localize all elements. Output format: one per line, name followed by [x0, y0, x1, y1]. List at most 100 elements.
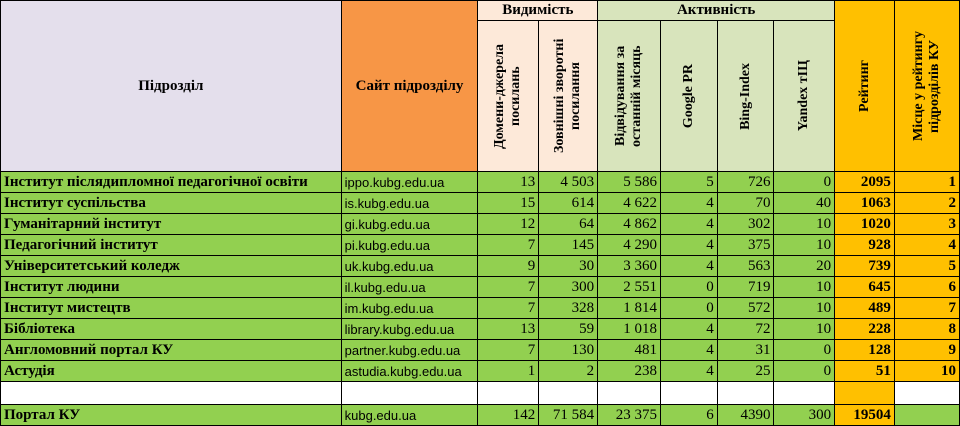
row-bing: 72 — [716, 318, 775, 340]
total-rating: 19504 — [834, 404, 895, 426]
total-backlinks: 71 584 — [538, 404, 599, 426]
total-place — [893, 404, 960, 426]
row-place: 5 — [893, 255, 960, 277]
row-visits: 481 — [597, 339, 661, 361]
row-yandex: 40 — [773, 192, 836, 214]
total-visits: 23 375 — [597, 404, 661, 426]
row-google-pr: 4 — [660, 255, 718, 277]
row-site: im.kubg.edu.ua — [340, 297, 479, 319]
row-backlinks: 614 — [538, 192, 599, 214]
row-place: 3 — [893, 213, 960, 235]
row-site: il.kubg.edu.ua — [340, 276, 479, 298]
table-row: Інститут суспільства is.kubg.edu.ua 15 614 4… — [0, 192, 960, 214]
row-place: 1 — [893, 171, 960, 193]
row-yandex: 0 — [773, 171, 836, 193]
table-row: Інститут людини il.kubg.edu.ua 7 300 2 551 0 7… — [0, 276, 960, 298]
total-bing: 4390 — [716, 404, 775, 426]
table-row: Бібліотека library.kubg.edu.ua 13 59 1 018 4 7… — [0, 318, 960, 340]
row-google-pr: 4 — [660, 234, 718, 256]
row-domains: 9 — [477, 255, 540, 277]
table-row: Педагогічний інститут pi.kubg.edu.ua 7 145 4… — [0, 234, 960, 256]
row-place: 6 — [893, 276, 960, 298]
row-rating: 928 — [834, 234, 895, 256]
row-rating: 489 — [834, 297, 895, 319]
row-place: 8 — [893, 318, 960, 340]
table-row: Інститут мистецтв im.kubg.edu.ua 7 328 1 814… — [0, 297, 960, 319]
row-google-pr: 4 — [660, 339, 718, 361]
row-site: astudia.kubg.edu.ua — [340, 360, 479, 382]
row-domains: 12 — [477, 213, 540, 235]
row-bing: 726 — [716, 171, 775, 193]
header-google-pr: Google PR — [660, 20, 718, 172]
row-name: Бібліотека — [0, 318, 342, 340]
row-site: library.kubg.edu.ua — [340, 318, 479, 340]
row-bing: 563 — [716, 255, 775, 277]
row-google-pr: 0 — [660, 276, 718, 298]
header-yandex-tic: Yandex тІЦ — [773, 20, 836, 172]
row-visits: 1 018 — [597, 318, 661, 340]
row-name: Астудія — [0, 360, 342, 382]
row-bing: 25 — [716, 360, 775, 382]
row-place: 7 — [893, 297, 960, 319]
row-bing: 375 — [716, 234, 775, 256]
row-domains: 13 — [477, 318, 540, 340]
row-backlinks: 328 — [538, 297, 599, 319]
header-bing-index: Bing-Index — [716, 20, 775, 172]
row-visits: 4 290 — [597, 234, 661, 256]
row-backlinks: 4 503 — [538, 171, 599, 193]
row-domains: 7 — [477, 339, 540, 361]
row-backlinks: 300 — [538, 276, 599, 298]
header-site: Сайт підрозділу — [340, 0, 479, 172]
row-backlinks: 64 — [538, 213, 599, 235]
row-rating: 645 — [834, 276, 895, 298]
row-yandex: 10 — [773, 234, 836, 256]
row-site: pi.kubg.edu.ua — [340, 234, 479, 256]
row-google-pr: 4 — [660, 360, 718, 382]
total-row: Портал КУ kubg.edu.ua 142 71 584 23 375 … — [0, 404, 960, 426]
row-place: 2 — [893, 192, 960, 214]
row-google-pr: 0 — [660, 297, 718, 319]
row-name: Гуманітарний інститут — [0, 213, 342, 235]
row-yandex: 10 — [773, 318, 836, 340]
row-domains: 1 — [477, 360, 540, 382]
row-place: 4 — [893, 234, 960, 256]
row-visits: 5 586 — [597, 171, 661, 193]
row-name: Інститут мистецтв — [0, 297, 342, 319]
table-row: Гуманітарний інститут gi.kubg.edu.ua 12 64 4… — [0, 213, 960, 235]
row-yandex: 0 — [773, 360, 836, 382]
row-visits: 4 862 — [597, 213, 661, 235]
row-backlinks: 2 — [538, 360, 599, 382]
header-place: Місце у рейтингу підрозділів КУ — [893, 0, 960, 172]
row-domains: 15 — [477, 192, 540, 214]
row-rating: 1063 — [834, 192, 895, 214]
row-site: partner.kubg.edu.ua — [340, 339, 479, 361]
row-yandex: 10 — [773, 297, 836, 319]
row-google-pr: 5 — [660, 171, 718, 193]
row-visits: 1 814 — [597, 297, 661, 319]
row-yandex: 10 — [773, 276, 836, 298]
row-visits: 238 — [597, 360, 661, 382]
row-bing: 302 — [716, 213, 775, 235]
row-visits: 2 551 — [597, 276, 661, 298]
row-name: Інститут післядипломної педагогічної осв… — [0, 171, 342, 193]
row-yandex: 20 — [773, 255, 836, 277]
header-domains: Домени-джерела посилань — [477, 20, 540, 172]
header-subdivision: Підрозділ — [0, 0, 342, 172]
header-backlinks: Зовнішні зворотні посилання — [538, 20, 599, 172]
row-rating: 128 — [834, 339, 895, 361]
row-yandex: 10 — [773, 213, 836, 235]
row-name: Педагогічний інститут — [0, 234, 342, 256]
row-site: uk.kubg.edu.ua — [340, 255, 479, 277]
blank-row — [0, 381, 960, 405]
row-bing: 572 — [716, 297, 775, 319]
row-place: 9 — [893, 339, 960, 361]
row-site: ippo.kubg.edu.ua — [340, 171, 479, 193]
table-row: Англомовний портал КУ partner.kubg.edu.ua… — [0, 339, 960, 361]
row-place: 10 — [893, 360, 960, 382]
header-rating: Рейтинг — [834, 0, 895, 172]
table-row: Астудія astudia.kubg.edu.ua 1 2 238 4 25 0 51 10 — [0, 360, 960, 382]
row-rating: 739 — [834, 255, 895, 277]
row-backlinks: 130 — [538, 339, 599, 361]
row-domains: 7 — [477, 234, 540, 256]
row-backlinks: 30 — [538, 255, 599, 277]
